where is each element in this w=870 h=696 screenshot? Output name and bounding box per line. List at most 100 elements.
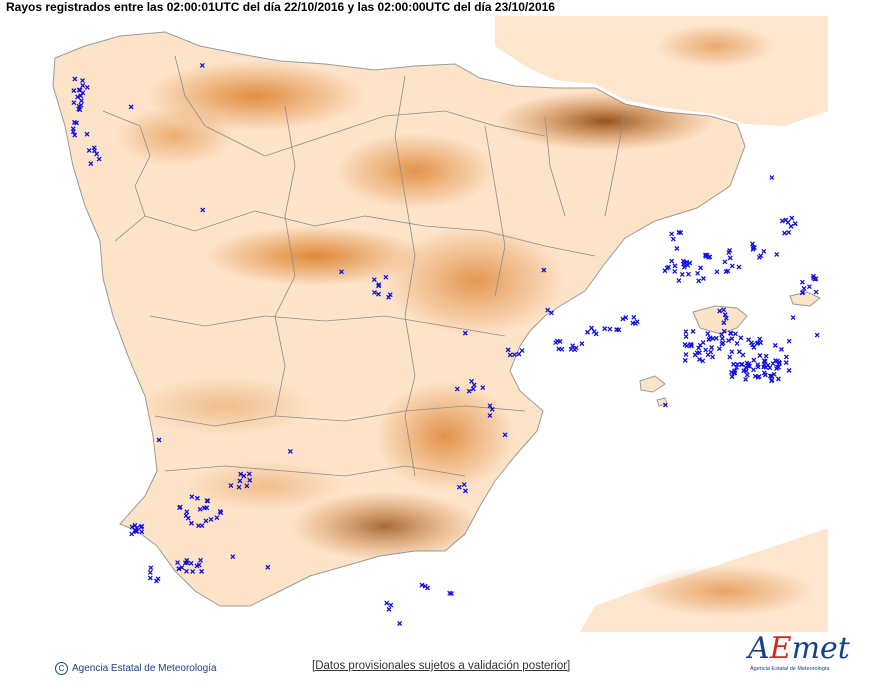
lightning-strike-marker <box>376 283 381 289</box>
lightning-strike-marker <box>727 354 733 360</box>
lightning-strike-marker <box>782 230 788 236</box>
lightning-strike-marker <box>669 231 675 237</box>
lightning-strike-marker <box>751 357 757 363</box>
lightning-strike-marker <box>761 248 767 254</box>
lightning-strike-marker <box>461 482 467 487</box>
lightning-strike-marker <box>792 221 798 227</box>
lightning-strike-marker <box>755 362 761 368</box>
lightning-strike-marker <box>287 448 293 454</box>
lightning-strike-marker <box>755 374 761 380</box>
lightning-strike-marker <box>129 531 135 537</box>
lightning-strike-marker <box>199 63 205 68</box>
lightning-strike-marker <box>774 366 780 372</box>
lightning-strike-marker <box>772 342 778 348</box>
lightning-strike-marker <box>200 207 206 213</box>
lightning-strike-marker <box>801 285 807 291</box>
lightning-strike-marker <box>763 364 769 370</box>
lightning-strike-marker <box>620 316 626 322</box>
lightning-strike-marker <box>662 268 668 274</box>
lightning-strike-marker <box>189 494 195 500</box>
lightning-strike-marker <box>726 249 732 255</box>
lightning-strike-marker <box>672 263 678 269</box>
lightning-strike-marker <box>469 378 474 384</box>
lightning-strike-marker <box>238 471 244 477</box>
lightning-strike-marker <box>388 602 394 608</box>
lightning-strike-marker <box>487 413 493 419</box>
lightning-strike-marker <box>487 403 493 409</box>
lightning-strike-marker <box>683 352 689 358</box>
lightning-strike-marker <box>783 360 789 366</box>
mallorca-island <box>692 305 748 335</box>
lightning-strike-marker <box>705 352 711 358</box>
lightning-strike-marker <box>751 344 757 350</box>
lightning-strike-marker <box>84 84 90 90</box>
lightning-strike-marker <box>184 509 190 515</box>
lightning-strike-marker <box>736 349 742 355</box>
lightning-strike-marker <box>241 473 247 479</box>
lightning-strike-marker <box>505 347 511 353</box>
lightning-strike-marker <box>386 606 392 612</box>
lightning-strike-marker <box>758 253 764 259</box>
lightning-strike-marker <box>454 386 460 392</box>
aemet-logo: AEmet Agencia Estatal de Meteorología <box>748 632 850 678</box>
lightning-strike-marker <box>78 93 84 99</box>
lightning-strike-marker <box>757 353 763 358</box>
lightning-strike-marker <box>768 373 773 379</box>
lightning-strike-marker <box>456 484 462 490</box>
lightning-strike-marker <box>607 326 613 332</box>
lightning-strike-marker <box>726 338 731 344</box>
lightning-strike-marker <box>184 568 189 574</box>
lightning-strike-marker <box>72 132 78 138</box>
lightning-strike-marker <box>585 329 591 335</box>
lightning-strike-marker <box>383 274 389 280</box>
lightning-strike-marker <box>203 518 209 524</box>
lightning-strike-marker <box>237 478 243 484</box>
lightning-strike-marker <box>786 368 792 373</box>
lightning-strike-marker <box>723 269 729 275</box>
lightning-strike-marker <box>750 246 756 252</box>
lightning-strike-marker <box>810 273 816 279</box>
provisional-data-note: [Datos provisionales sujetos a validació… <box>312 660 571 672</box>
menorca-island <box>789 291 821 307</box>
lightning-strike-marker <box>738 335 744 341</box>
lightning-strike-marker <box>729 374 735 380</box>
lightning-strike-marker <box>709 345 715 350</box>
lightning-strike-marker <box>690 328 696 334</box>
lightning-map <box>25 16 828 632</box>
lightning-strike-marker <box>669 258 675 264</box>
lightning-strike-marker <box>785 219 791 225</box>
lightning-strike-marker <box>265 564 271 570</box>
lightning-strike-marker <box>86 148 92 153</box>
lightning-strike-marker <box>71 100 77 106</box>
lightning-strike-marker <box>769 175 775 181</box>
lightning-strike-marker <box>717 308 723 314</box>
lightning-strike-marker <box>94 151 100 157</box>
lightning-strike-marker <box>549 310 554 316</box>
lightning-strike-marker <box>397 621 403 626</box>
lightning-strike-marker <box>743 376 749 382</box>
lightning-strike-marker <box>663 402 668 408</box>
lightning-strike-marker <box>156 437 162 443</box>
lightning-strike-marker <box>679 271 685 277</box>
lightning-strike-marker <box>666 264 671 270</box>
lightning-strike-marker <box>236 484 242 490</box>
lightning-strike-marker <box>700 276 706 281</box>
lightning-strike-marker <box>696 345 702 351</box>
lightning-strike-marker <box>757 336 763 342</box>
lightning-strike-marker <box>80 83 86 88</box>
lightning-strike-marker <box>812 276 818 282</box>
lightning-strike-marker <box>632 320 638 326</box>
lightning-strike-marker <box>72 76 78 82</box>
lightning-strike-marker <box>129 524 135 530</box>
lightning-strike-marker <box>507 352 513 358</box>
lightning-strike-marker <box>681 264 687 270</box>
lightning-strike-marker <box>729 336 735 342</box>
lightning-strike-marker <box>714 269 720 275</box>
lightning-strike-marker <box>683 334 689 339</box>
lightning-strike-marker <box>196 562 202 568</box>
lightning-strike-marker <box>376 291 381 297</box>
iberian-peninsula-landmass <box>52 31 746 607</box>
lightning-strike-marker <box>80 78 85 84</box>
lightning-strike-marker <box>695 270 701 276</box>
aemet-logo-subtitle: Agencia Estatal de Meteorología <box>750 666 830 672</box>
